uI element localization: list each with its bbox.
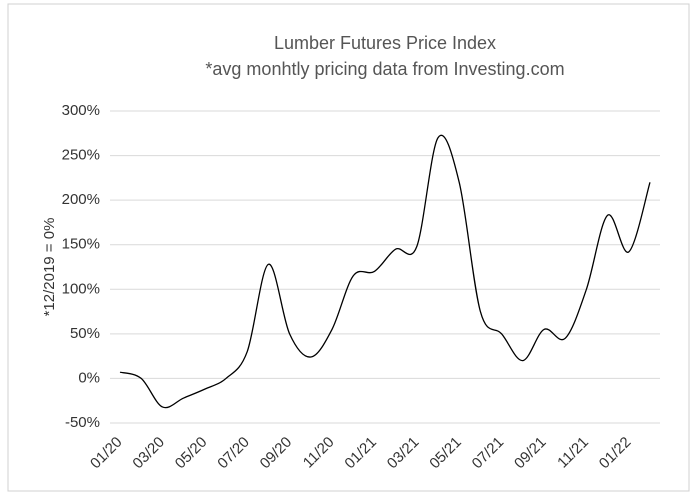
y-tick-label: 250% [62, 147, 100, 164]
chart-title: Lumber Futures Price Index [274, 33, 496, 53]
y-tick-label: 100% [62, 280, 100, 297]
chart-frame [7, 3, 690, 492]
y-tick-label: -50% [65, 414, 100, 431]
y-tick-label: 200% [62, 191, 100, 208]
y-tick-label: 0% [78, 369, 100, 386]
line-series [119, 134, 651, 409]
chart-subtitle: *avg monhtly pricing data from Investing… [205, 59, 564, 79]
y-tick-label: 150% [62, 236, 100, 253]
y-tick-label: 50% [70, 325, 100, 342]
y-tick-label: 300% [62, 102, 100, 119]
y-axis-title: *12/2019 = 0% [41, 218, 58, 317]
